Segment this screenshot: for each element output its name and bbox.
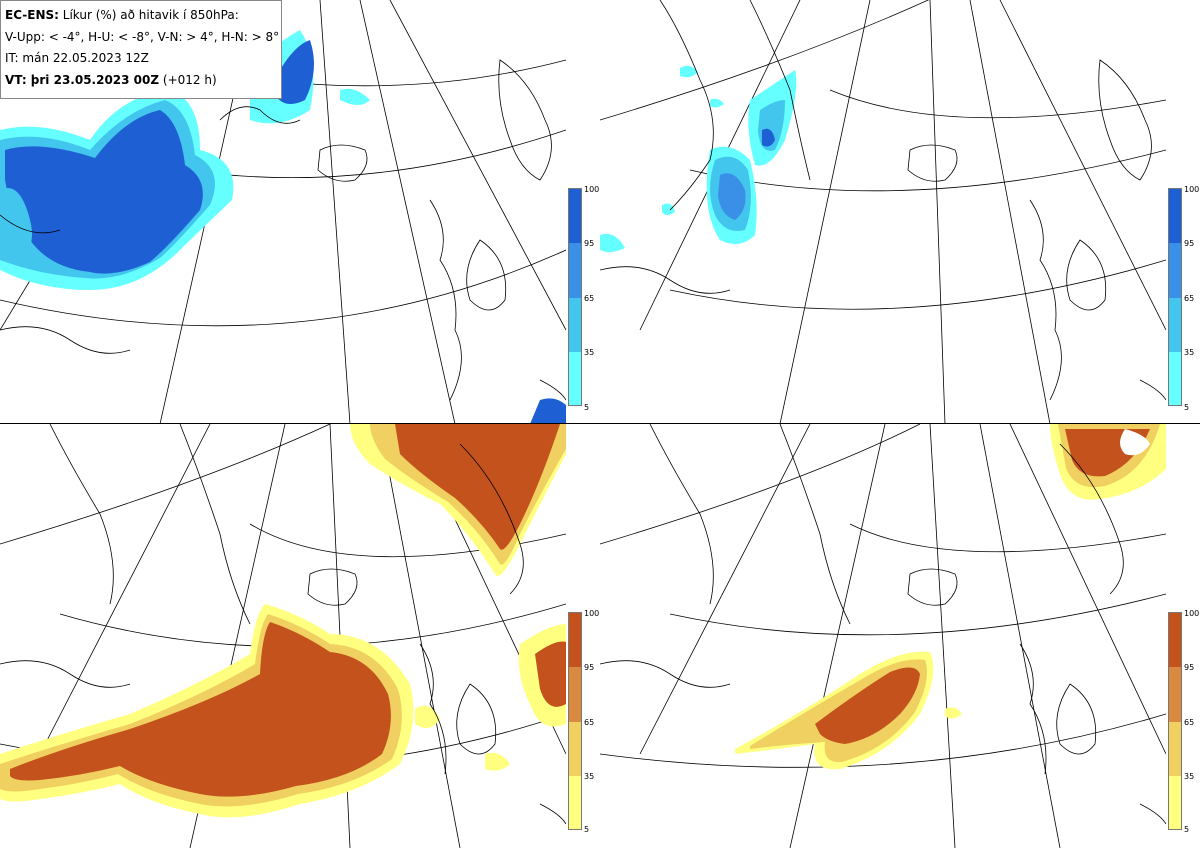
tick-35: 35 [584,772,595,781]
cbar-seg-5-35 [1169,776,1181,829]
cbar-seg-65-95 [1169,667,1181,722]
map-panel-cold-minus4: EC-ENS: Líkur (%) að hitavik í 850hPa: V… [0,0,566,424]
tick-100: 100 [1184,609,1200,618]
tick-5: 5 [1184,403,1190,412]
colorbar-warm-right [1168,612,1182,830]
legend-line-1: EC-ENS: Líkur (%) að hitavik í 850hPa: [5,5,277,27]
cbar-seg-65-95 [569,667,581,722]
tick-100: 100 [1184,185,1200,194]
cbar-seg-95-100 [1169,189,1181,243]
map-panel-warm-plus4 [0,424,566,848]
tick-65: 65 [584,718,595,727]
cbar-seg-65-95 [569,243,581,298]
coastlines [600,424,1166,825]
cbar-seg-35-65 [569,722,581,776]
colorbar-cold-left [568,188,582,406]
legend-title: Líkur (%) að hitavik í 850hPa: [58,8,239,22]
legend-line-3: IT: mán 22.05.2023 12Z [5,51,149,65]
map-warm-plus4 [0,424,566,848]
tick-95: 95 [584,663,595,672]
graticule [600,424,1166,848]
graticule [600,0,1166,424]
cbar-seg-35-65 [569,298,581,352]
map-legend-box: EC-ENS: Líkur (%) að hitavik í 850hPa: V… [0,0,282,99]
warm-probability-field [0,424,566,818]
tick-35: 35 [1184,348,1195,357]
legend-line-2: V-Upp: < -4°, H-U: < -8°, V-N: > 4°, H-N… [5,29,280,44]
warm-probability-field [735,424,1166,770]
legend-lead-time: (+012 h) [159,72,217,87]
legend-model: EC-ENS: [5,8,59,22]
map-panel-cold-minus8 [600,0,1166,424]
tick-5: 5 [1184,825,1190,834]
tick-95: 95 [1184,239,1195,248]
cbar-seg-5-35 [569,352,581,405]
legend-valid-time: VT: þri 23.05.2023 00Z [5,72,160,87]
legend-line-4: VT: þri 23.05.2023 00Z (+012 h) [5,70,277,92]
cbar-seg-95-100 [569,189,581,243]
map-cold-minus8 [600,0,1166,424]
colorbar-cold-right [1168,188,1182,406]
tick-95: 95 [1184,663,1195,672]
cbar-seg-5-35 [1169,352,1181,405]
tick-35: 35 [1184,772,1195,781]
cold-probability-field [0,30,566,424]
cbar-seg-5-35 [569,776,581,829]
map-warm-plus8 [600,424,1166,848]
coastlines [0,424,566,825]
tick-35: 35 [584,348,595,357]
cbar-seg-65-95 [1169,243,1181,298]
cbar-seg-35-65 [1169,722,1181,776]
tick-65: 65 [1184,718,1195,727]
coastlines [600,0,1166,401]
cbar-seg-95-100 [1169,613,1181,667]
map-panel-warm-plus8 [600,424,1166,848]
tick-5: 5 [584,825,590,834]
cold-probability-field [600,65,797,253]
colorbar-warm-left [568,612,582,830]
panel-divider [0,423,1200,424]
cbar-seg-35-65 [1169,298,1181,352]
tick-5: 5 [584,403,590,412]
tick-95: 95 [584,239,595,248]
map-cold-minus4 [0,0,566,424]
tick-100: 100 [584,185,600,194]
coastlines [0,59,566,401]
tick-100: 100 [584,609,600,618]
tick-65: 65 [1184,294,1195,303]
cbar-seg-95-100 [569,613,581,667]
tick-65: 65 [584,294,595,303]
